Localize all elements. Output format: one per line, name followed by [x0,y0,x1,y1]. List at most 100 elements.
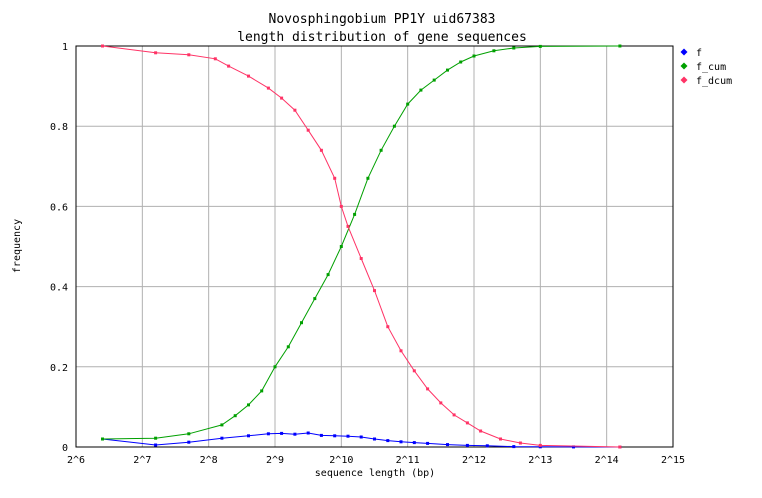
x-tick-label: 2^7 [133,455,151,466]
plot-frame [75,45,674,448]
data-point [432,78,436,82]
data-point [373,289,376,293]
y-tick-label: 0.4 [50,283,68,294]
data-point [419,88,423,92]
data-point [359,257,363,260]
legend-label: f [696,48,702,59]
y-tick-label: 0.6 [50,202,68,213]
data-point [399,440,403,444]
chart-title: Novosphingobium PP1Y uid67383 [269,12,496,27]
data-point [187,432,191,436]
data-point [518,441,522,445]
data-point [273,365,277,369]
data-point [333,434,337,438]
data-point [452,413,456,417]
data-point [618,44,622,48]
legend: f f_cum f_dcum [680,48,732,87]
data-point [479,429,483,433]
data-point [266,432,270,436]
data-point [306,128,310,132]
legend-label: f_cum [696,62,726,73]
data-point [101,44,104,48]
data-point [293,108,297,112]
data-point [446,68,449,72]
data-point [247,403,250,407]
data-point [319,148,323,152]
y-axis-label: frequency [12,219,23,273]
data-point [101,437,104,441]
data-point [439,401,443,405]
data-point [339,204,343,208]
data-point [406,102,410,106]
series-layer [101,44,622,449]
legend-marker [680,62,688,70]
data-point [465,421,469,425]
data-point [618,445,622,449]
data-point [392,124,396,128]
data-point [247,434,250,438]
data-point [538,44,542,48]
x-tick-label: 2^9 [266,455,284,466]
data-point [227,64,231,68]
data-point [512,445,516,449]
x-tick-label: 2^12 [462,455,486,466]
data-point [154,443,158,447]
data-point [465,443,469,447]
legend-item: f [680,48,702,59]
series-f-dcum [101,44,622,449]
data-point [213,57,217,61]
grid-layer [75,45,674,448]
data-point [359,435,363,439]
x-tick-label: 2^14 [595,455,619,466]
data-point [538,443,542,447]
chart-subtitle: length distribution of gene sequences [237,30,527,45]
data-point [426,387,430,391]
data-point [379,148,383,152]
data-point [247,74,250,78]
legend-marker [680,48,688,56]
data-point [280,431,284,435]
data-point [512,46,516,50]
data-point [187,53,191,57]
data-point [339,245,343,248]
data-point [266,86,270,90]
data-point [572,445,575,449]
data-point [154,51,158,55]
data-point [286,345,290,349]
data-point [313,297,317,301]
data-point [220,436,224,440]
data-point [399,349,403,353]
data-point [373,437,376,441]
legend-item: f_cum [680,62,726,73]
data-point [472,54,476,58]
x-tick-label: 2^8 [200,455,218,466]
data-point [220,423,224,427]
tick-layer: 2^6 2^7 2^8 2^9 2^10 2^11 2^12 2^13 2^14 2^15 0 0.2… [50,42,685,466]
data-point [353,212,357,216]
data-point [499,437,502,441]
legend-marker [680,76,688,84]
data-point [492,49,496,53]
x-tick-label: 2^10 [329,455,353,466]
data-point [412,369,416,373]
x-tick-label: 2^15 [661,455,685,466]
legend-item: f_dcum [680,76,732,87]
data-point [319,433,323,437]
y-tick-label: 0 [62,443,68,454]
x-tick-label: 2^6 [67,455,85,466]
data-point [233,414,237,418]
series-f-cum [101,44,622,441]
data-point [426,441,430,445]
data-point [187,440,191,444]
data-point [459,60,463,64]
y-tick-label: 0.2 [50,363,68,374]
data-point [280,96,284,100]
data-point [412,441,416,445]
data-point [300,321,303,325]
data-point [154,436,158,440]
data-point [260,389,264,393]
data-point [333,176,337,180]
y-tick-label: 0.8 [50,122,68,133]
data-point [306,431,310,435]
